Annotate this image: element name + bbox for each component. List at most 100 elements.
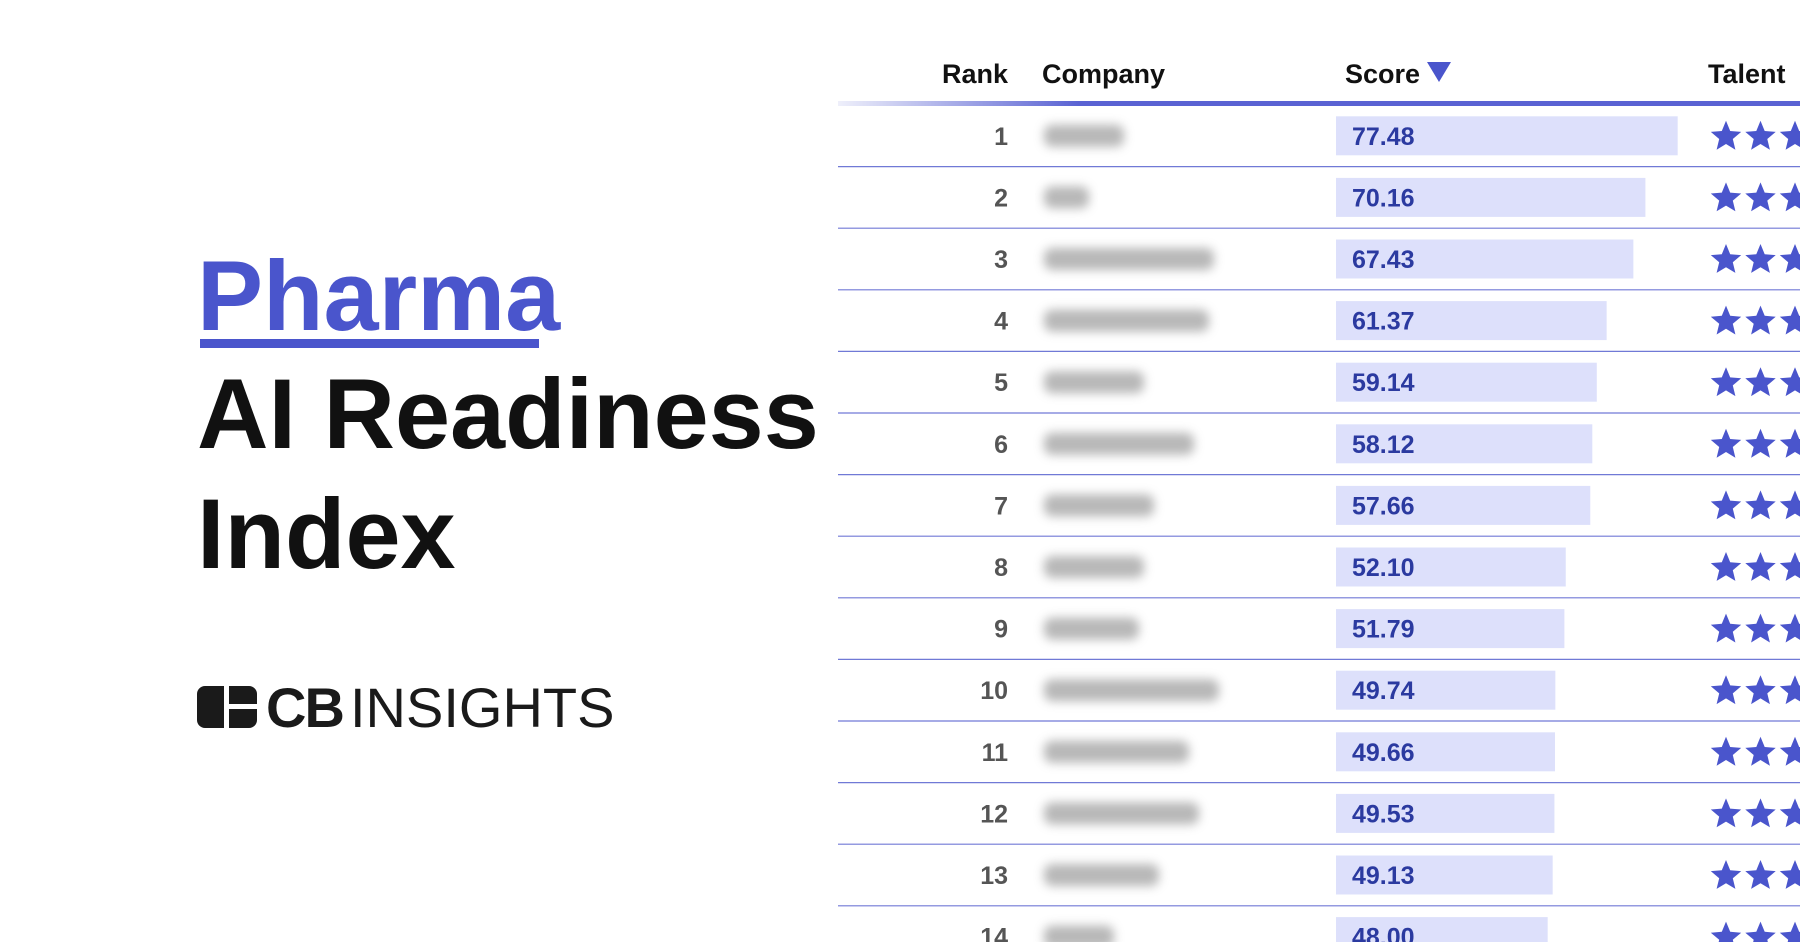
rank: 1 <box>994 123 1008 151</box>
title-line: Index <box>197 478 456 589</box>
talent-star <box>1779 244 1800 273</box>
score: 61.37 <box>1352 308 1415 336</box>
talent-star <box>1710 736 1742 766</box>
company-blurred <box>1044 186 1089 209</box>
talent-star <box>1779 490 1800 520</box>
talent-star <box>1779 675 1800 705</box>
score-bar <box>1336 670 1556 710</box>
talent-star <box>1745 428 1776 458</box>
score-bar <box>1336 485 1591 525</box>
talent-star <box>1745 860 1776 889</box>
rank: 3 <box>994 246 1008 274</box>
talent-star <box>1745 613 1776 643</box>
logo-mark <box>197 686 257 728</box>
talent-star <box>1710 120 1742 150</box>
company-blurred <box>1044 740 1189 763</box>
score-bar <box>1336 793 1555 833</box>
rank: 5 <box>994 369 1008 397</box>
score: 77.48 <box>1352 123 1415 151</box>
rank: 13 <box>980 862 1008 890</box>
talent-star <box>1710 675 1742 705</box>
score: 57.66 <box>1352 492 1415 520</box>
logo-text: CB <box>266 676 343 739</box>
company-blurred <box>1044 371 1144 394</box>
score-bar <box>1336 424 1593 464</box>
company-blurred <box>1044 124 1124 147</box>
talent-star <box>1779 860 1800 889</box>
talent-star <box>1710 182 1742 212</box>
column-header: Rank <box>942 59 1009 89</box>
company-blurred <box>1044 802 1199 825</box>
rank: 4 <box>994 308 1008 336</box>
talent-star <box>1710 552 1742 581</box>
title-highlight: Pharma <box>197 240 561 351</box>
score: 70.16 <box>1352 184 1415 212</box>
talent-star <box>1745 305 1776 335</box>
talent-star <box>1710 428 1742 458</box>
company-blurred <box>1044 309 1209 332</box>
score-bar <box>1336 239 1634 279</box>
rank: 11 <box>982 739 1009 767</box>
company-blurred <box>1044 617 1139 640</box>
talent-star <box>1745 490 1776 520</box>
talent-star <box>1710 490 1742 520</box>
score-bar <box>1336 547 1566 587</box>
talent-star <box>1745 921 1776 942</box>
talent-star <box>1779 428 1800 458</box>
company-blurred <box>1044 925 1114 942</box>
rank: 6 <box>994 431 1008 459</box>
column-header[interactable]: Score <box>1345 59 1420 89</box>
score-bar <box>1336 855 1553 895</box>
company-blurred <box>1044 432 1194 455</box>
rank: 7 <box>994 492 1008 520</box>
talent-star <box>1745 736 1776 766</box>
talent-star <box>1745 552 1776 581</box>
talent-star <box>1745 182 1776 212</box>
talent-star <box>1779 182 1800 212</box>
header-rule <box>838 101 1800 106</box>
score: 59.14 <box>1352 369 1415 397</box>
score: 67.43 <box>1352 246 1415 274</box>
company-blurred <box>1044 494 1154 517</box>
score-bar <box>1336 917 1548 942</box>
score: 48.00 <box>1352 924 1415 942</box>
company-blurred <box>1044 248 1214 270</box>
talent-star <box>1745 675 1776 705</box>
title-line: AI Readiness <box>197 358 819 469</box>
talent-star <box>1745 367 1776 397</box>
score-bar <box>1336 609 1565 649</box>
score: 49.53 <box>1352 800 1415 828</box>
talent-star <box>1745 798 1776 828</box>
rank: 14 <box>980 924 1008 942</box>
talent-star <box>1710 613 1742 643</box>
score: 51.79 <box>1352 616 1415 644</box>
talent-star <box>1745 120 1776 150</box>
rank: 8 <box>994 554 1008 582</box>
talent-star <box>1779 552 1800 581</box>
rank: 9 <box>994 616 1008 644</box>
talent-star <box>1710 798 1742 828</box>
score-bar <box>1336 732 1556 772</box>
sort-arrow[interactable] <box>1427 62 1451 82</box>
score-bar <box>1336 177 1646 217</box>
talent-star <box>1710 305 1742 335</box>
rank: 10 <box>980 677 1008 705</box>
talent-star <box>1710 860 1742 889</box>
company-blurred <box>1044 679 1219 702</box>
title-underline <box>200 339 539 348</box>
company-blurred <box>1044 864 1159 886</box>
score: 49.74 <box>1352 677 1415 705</box>
talent-star <box>1745 244 1776 273</box>
column-header: Company <box>1042 59 1165 89</box>
score: 49.66 <box>1352 739 1415 767</box>
talent-star <box>1779 798 1800 828</box>
talent-star <box>1710 244 1742 273</box>
rank: 12 <box>980 800 1008 828</box>
score-bar <box>1336 116 1678 156</box>
talent-star <box>1710 367 1742 397</box>
company-blurred <box>1044 556 1144 578</box>
talent-star <box>1779 120 1800 150</box>
score-bar <box>1336 301 1607 341</box>
